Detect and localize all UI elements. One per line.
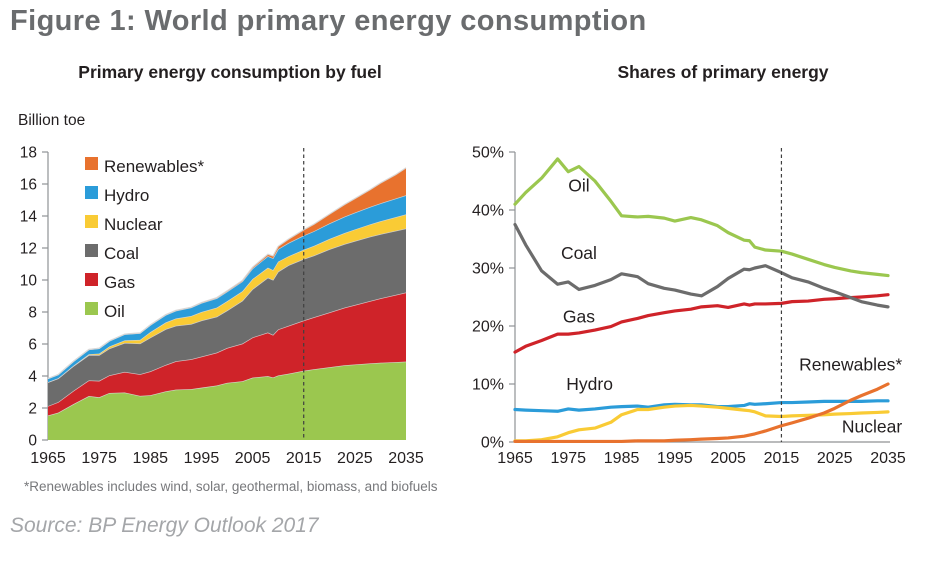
x-tick-label: 1995 xyxy=(184,450,220,467)
legend-swatch-gas xyxy=(85,273,98,286)
legend-label-nuclear: Nuclear xyxy=(104,215,163,234)
legend-swatch-hydro xyxy=(85,186,98,199)
x-tick-label: 2025 xyxy=(817,450,853,467)
x-tick-label: 1965 xyxy=(30,450,66,467)
x-tick-label: 1985 xyxy=(132,450,168,467)
legend-label-gas: Gas xyxy=(104,273,135,292)
figure-title: Figure 1: World primary energy consumpti… xyxy=(10,5,647,37)
annotation-oil: Oil xyxy=(568,176,589,196)
line-oil xyxy=(513,157,890,278)
y-tick-label: 4 xyxy=(28,369,37,386)
annotation-coal: Coal xyxy=(561,243,597,263)
y-tick-label: 14 xyxy=(20,209,38,226)
area-hydro xyxy=(48,195,406,383)
line-renewables xyxy=(513,382,890,444)
annotation-gas: Gas xyxy=(563,307,595,327)
legend-swatch-nuclear xyxy=(85,215,98,228)
legend-label-coal: Coal xyxy=(104,244,139,263)
consumption-stacked-area-chart: 0 2 4 6 8 10 12 14 16 18 1965 1975 1985 1995 2005 2015 2… xyxy=(20,145,424,468)
legend-label-oil: Oil xyxy=(104,302,125,321)
renewables-footnote: *Renewables includes wind, solar, geothe… xyxy=(24,479,438,494)
y-tick-label: 6 xyxy=(28,337,37,354)
y-tick-label: 2 xyxy=(28,401,37,418)
x-tick-label: 2035 xyxy=(388,450,424,467)
annotation-nuclear: Nuclear xyxy=(842,416,902,436)
y-tick-label: 0% xyxy=(481,435,504,452)
y-tick-label: 0 xyxy=(28,433,37,450)
x-tick-label: 1975 xyxy=(550,450,586,467)
legend-swatch-coal xyxy=(85,244,98,257)
y-axis-unit-label: Billion toe xyxy=(18,112,86,129)
area-coal xyxy=(48,228,406,407)
y-tick-label: 8 xyxy=(28,305,37,322)
y-tick-label: 12 xyxy=(20,241,37,258)
annotation-renewables: Renewables* xyxy=(799,354,902,374)
legend-label-hydro: Hydro xyxy=(104,186,149,205)
y-tick-label: 30% xyxy=(472,261,504,278)
legend-swatch-oil xyxy=(85,302,98,315)
y-tick-label: 20% xyxy=(472,319,504,336)
y-tick-label: 10 xyxy=(20,273,38,290)
x-tick-label: 1985 xyxy=(604,450,640,467)
x-tick-label: 1975 xyxy=(81,450,117,467)
x-tick-label: 1995 xyxy=(657,450,693,467)
shares-line-chart: 0% 10% 20% 30% 40% 50% 1965 1975 1985 1995 2005 201… xyxy=(472,145,906,468)
y-tick-label: 40% xyxy=(472,203,504,220)
annotation-hydro: Hydro xyxy=(566,374,613,394)
x-tick-label: 2035 xyxy=(870,450,906,467)
line-gas xyxy=(513,293,890,354)
y-tick-label: 10% xyxy=(472,377,504,394)
x-tick-label: 2015 xyxy=(286,450,322,467)
line-nuclear xyxy=(513,403,890,443)
shares-chart-title: Shares of primary energy xyxy=(617,62,829,82)
y-tick-label: 50% xyxy=(472,145,504,162)
source-text: Source: BP Energy Outlook 2017 xyxy=(10,514,319,537)
x-tick-label: 2025 xyxy=(337,450,373,467)
line-coal xyxy=(513,222,890,309)
y-tick-label: 16 xyxy=(20,177,37,194)
legend-swatch-renewables xyxy=(85,157,98,170)
x-tick-label: 1965 xyxy=(497,450,533,467)
x-tick-label: 2005 xyxy=(235,450,271,467)
area-oil xyxy=(48,361,406,440)
y-tick-label: 18 xyxy=(20,145,37,162)
legend-label-renewables: Renewables* xyxy=(104,157,205,176)
area-edge-oil xyxy=(47,360,407,417)
consumption-chart-title: Primary energy consumption by fuel xyxy=(78,62,382,82)
area-edge-renewables xyxy=(47,167,407,380)
x-tick-label: 2015 xyxy=(764,450,800,467)
x-tick-label: 2005 xyxy=(710,450,746,467)
area-gas xyxy=(48,292,406,416)
